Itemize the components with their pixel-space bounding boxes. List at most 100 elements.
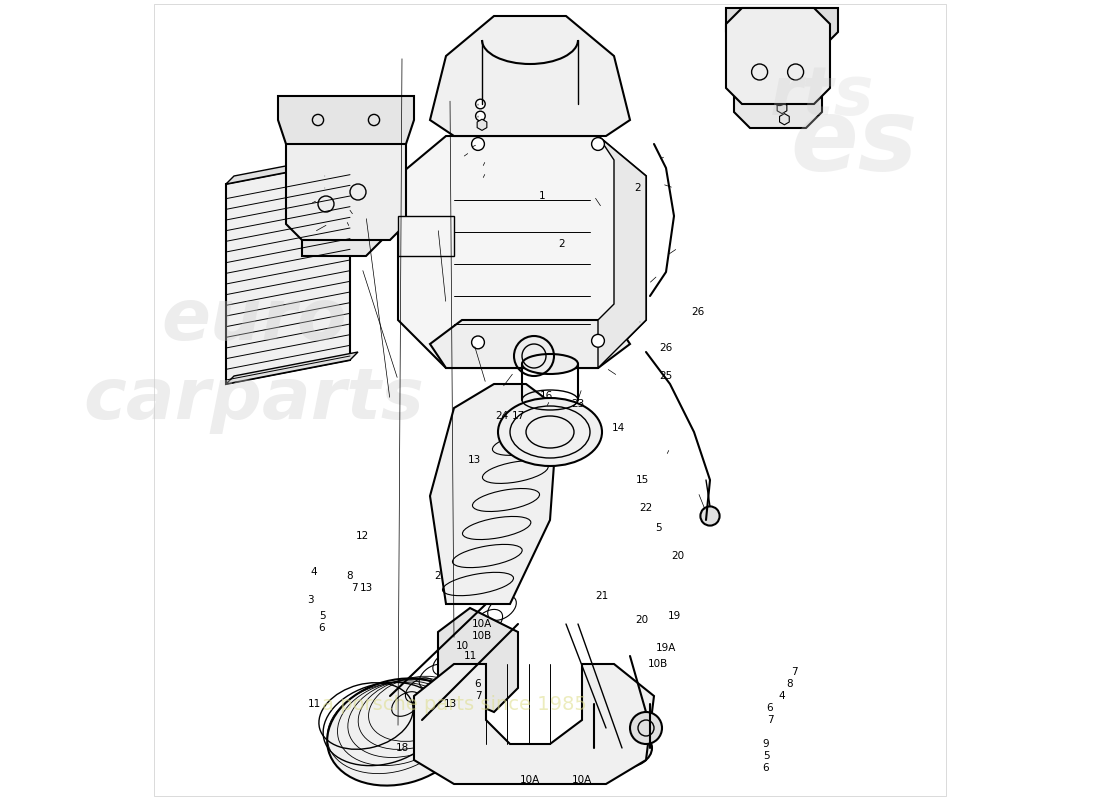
Text: 5: 5 — [654, 523, 661, 533]
Circle shape — [341, 214, 351, 224]
Circle shape — [771, 81, 781, 90]
Text: 23: 23 — [571, 399, 584, 409]
Text: 26: 26 — [692, 307, 705, 317]
Polygon shape — [302, 144, 382, 256]
Text: 10B: 10B — [472, 631, 492, 641]
Text: 11: 11 — [463, 651, 476, 661]
Polygon shape — [398, 136, 646, 368]
Text: 6: 6 — [319, 623, 326, 633]
Text: 17: 17 — [512, 411, 525, 421]
Circle shape — [475, 111, 485, 121]
Text: 10A: 10A — [572, 775, 592, 785]
Circle shape — [472, 138, 484, 150]
Text: 6: 6 — [767, 703, 773, 713]
Text: 16: 16 — [539, 391, 552, 401]
Polygon shape — [778, 102, 786, 114]
Polygon shape — [780, 52, 789, 63]
Polygon shape — [294, 112, 398, 160]
Text: 7: 7 — [791, 667, 798, 677]
Circle shape — [771, 30, 781, 39]
Circle shape — [343, 199, 352, 209]
Text: a porsche parts since 1985: a porsche parts since 1985 — [321, 694, 586, 714]
Polygon shape — [430, 16, 630, 136]
Text: 11: 11 — [307, 699, 320, 709]
Polygon shape — [226, 352, 358, 384]
Text: 20: 20 — [636, 615, 649, 625]
Text: 8: 8 — [786, 679, 793, 689]
Text: 19A: 19A — [656, 643, 676, 653]
Ellipse shape — [327, 678, 469, 786]
Polygon shape — [398, 216, 454, 256]
Polygon shape — [226, 152, 358, 184]
Text: 3: 3 — [307, 595, 314, 605]
Text: 25: 25 — [659, 371, 672, 381]
Text: rts: rts — [770, 63, 875, 129]
Circle shape — [774, 81, 785, 92]
Text: 4: 4 — [310, 567, 317, 577]
Text: 10A: 10A — [472, 619, 492, 629]
Circle shape — [774, 37, 785, 48]
Text: 15: 15 — [636, 475, 649, 485]
Circle shape — [326, 171, 334, 181]
Text: 6: 6 — [475, 679, 482, 689]
Text: 20: 20 — [671, 551, 684, 561]
Text: 10A: 10A — [520, 775, 540, 785]
Polygon shape — [430, 320, 630, 368]
Circle shape — [774, 24, 785, 35]
Text: 10B: 10B — [648, 659, 668, 669]
Text: 13: 13 — [443, 699, 456, 709]
Text: 7: 7 — [475, 691, 482, 701]
Ellipse shape — [522, 354, 578, 374]
Circle shape — [322, 183, 332, 193]
Circle shape — [774, 50, 785, 62]
Text: 26: 26 — [659, 343, 672, 353]
Polygon shape — [226, 160, 350, 384]
Text: 5: 5 — [762, 751, 769, 761]
Circle shape — [630, 712, 662, 744]
Polygon shape — [734, 32, 822, 128]
Polygon shape — [477, 119, 487, 130]
Circle shape — [592, 334, 604, 347]
Text: 8: 8 — [346, 571, 353, 581]
Circle shape — [774, 94, 785, 106]
Text: 13: 13 — [360, 583, 373, 593]
Circle shape — [701, 506, 719, 526]
Polygon shape — [598, 136, 646, 368]
Polygon shape — [286, 128, 406, 240]
Polygon shape — [414, 664, 654, 784]
Text: 12: 12 — [355, 531, 368, 541]
Text: 2: 2 — [434, 571, 441, 581]
Text: 18: 18 — [395, 743, 408, 753]
Text: 7: 7 — [767, 715, 773, 725]
Text: 19: 19 — [668, 611, 681, 621]
Text: 9: 9 — [762, 739, 769, 749]
Circle shape — [592, 138, 604, 150]
Circle shape — [472, 336, 484, 349]
Text: 22: 22 — [639, 503, 652, 513]
Text: 14: 14 — [612, 423, 625, 433]
Circle shape — [475, 99, 485, 109]
Circle shape — [771, 93, 781, 102]
Polygon shape — [343, 222, 352, 233]
Polygon shape — [726, 8, 838, 48]
Text: 7: 7 — [351, 583, 358, 593]
Text: 5: 5 — [319, 611, 326, 621]
Polygon shape — [438, 608, 518, 712]
Ellipse shape — [498, 398, 602, 466]
Circle shape — [774, 68, 785, 79]
Text: 1: 1 — [539, 191, 546, 201]
Polygon shape — [344, 206, 354, 218]
Text: 2: 2 — [635, 183, 641, 193]
Text: 21: 21 — [595, 591, 608, 601]
Ellipse shape — [592, 728, 652, 768]
Polygon shape — [278, 96, 414, 144]
Circle shape — [771, 42, 781, 51]
Text: 10: 10 — [455, 642, 469, 651]
Polygon shape — [726, 8, 830, 104]
Text: es: es — [790, 95, 917, 193]
Text: 6: 6 — [762, 763, 769, 773]
Text: euro
carparts: euro carparts — [84, 286, 425, 434]
Polygon shape — [430, 384, 558, 604]
Text: 2: 2 — [559, 239, 565, 249]
Ellipse shape — [592, 684, 652, 724]
